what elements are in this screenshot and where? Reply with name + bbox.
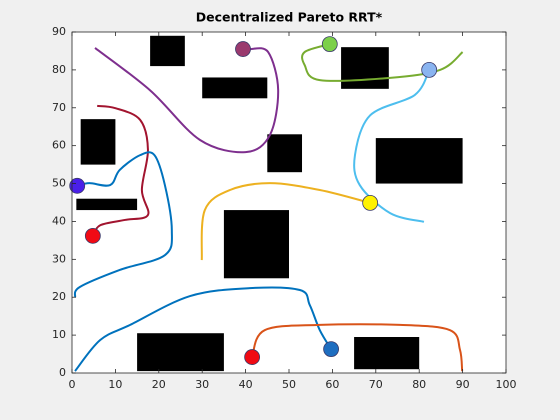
obstacle	[202, 77, 268, 99]
y-tick-label: 0	[59, 366, 66, 379]
agent-marker	[69, 177, 86, 194]
obstacle	[341, 47, 389, 89]
x-tick-label: 50	[282, 378, 296, 391]
y-tick-label: 20	[52, 290, 66, 303]
x-tick-label: 90	[456, 378, 470, 391]
path-line	[353, 69, 431, 223]
x-tick-label: 70	[369, 378, 383, 391]
x-tick-label: 0	[69, 378, 76, 391]
path-line	[91, 104, 150, 237]
agent-marker	[244, 349, 261, 365]
y-tick-label: 70	[52, 101, 66, 114]
x-tick-label: 30	[195, 378, 209, 391]
obstacle	[80, 119, 116, 165]
obstacle	[267, 134, 303, 173]
path-line	[94, 47, 280, 154]
y-tick-label: 30	[52, 252, 66, 265]
agent-marker	[84, 227, 101, 244]
y-tick-label: 10	[52, 328, 66, 341]
path-line	[73, 151, 173, 298]
y-tick-label: 90	[52, 25, 66, 38]
y-tick-label: 60	[52, 139, 66, 152]
path-line	[74, 286, 332, 372]
obstacle	[150, 35, 185, 67]
path-line	[200, 182, 371, 261]
x-tick-label: 40	[239, 378, 253, 391]
agent-marker	[362, 194, 379, 211]
agent-marker	[323, 341, 339, 358]
agent-marker	[235, 41, 251, 57]
obstacle	[137, 333, 224, 372]
x-tick-label: 80	[412, 378, 426, 391]
y-tick-label: 40	[52, 214, 66, 227]
path-line	[251, 323, 464, 372]
path-line	[301, 43, 464, 82]
chart-title: Decentralized Pareto RRT*	[196, 10, 383, 25]
obstacle	[354, 337, 420, 370]
agent-marker	[421, 61, 438, 78]
agent-marker	[321, 36, 338, 53]
x-tick-label: 60	[325, 378, 339, 391]
obstacle	[375, 138, 463, 184]
y-tick-label: 80	[52, 63, 66, 76]
y-tick-label: 50	[52, 177, 66, 190]
x-tick-label: 10	[108, 378, 122, 391]
x-tick-label: 20	[152, 378, 166, 391]
obstacle	[76, 198, 138, 211]
obstacle	[223, 210, 289, 279]
x-tick-label: 100	[496, 378, 517, 391]
